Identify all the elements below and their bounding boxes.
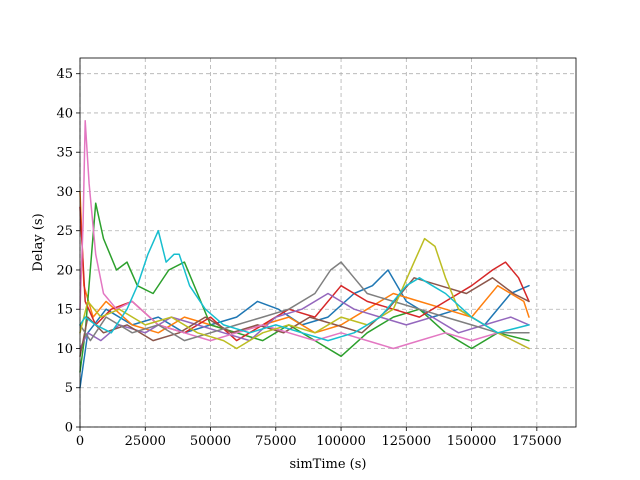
series-line-8 bbox=[79, 261, 530, 342]
y-tick-label: 30 bbox=[56, 185, 73, 200]
y-tick-label: 45 bbox=[56, 67, 73, 82]
series-line-3 bbox=[79, 202, 530, 373]
series-line-7 bbox=[79, 120, 530, 350]
series-line-4 bbox=[79, 206, 530, 342]
y-tick-label: 5 bbox=[65, 381, 73, 396]
x-tick-label: 50000 bbox=[190, 434, 231, 449]
x-tick-label: 125000 bbox=[381, 434, 431, 449]
axes-frame bbox=[79, 57, 577, 428]
x-tick-label: 100000 bbox=[316, 434, 366, 449]
axis-ticks: 0 25000 50000 75000 100000 125000 150000 175000… bbox=[56, 67, 561, 449]
grid bbox=[79, 58, 576, 428]
series-line-2 bbox=[79, 190, 530, 334]
y-tick-label: 0 bbox=[65, 421, 73, 436]
series-line-10 bbox=[79, 229, 530, 342]
x-tick-label: 0 bbox=[76, 434, 84, 449]
y-axis-label: Delay (s) bbox=[31, 213, 46, 271]
y-tick-label: 35 bbox=[56, 146, 73, 161]
x-tick-label: 25000 bbox=[125, 434, 166, 449]
x-tick-label: 175000 bbox=[512, 434, 562, 449]
x-tick-label: 150000 bbox=[447, 434, 497, 449]
y-tick-label: 40 bbox=[56, 106, 73, 121]
x-axis-label: simTime (s) bbox=[290, 457, 367, 472]
y-tick-label: 20 bbox=[56, 263, 73, 278]
series-line-6 bbox=[79, 277, 530, 358]
y-tick-label: 15 bbox=[56, 303, 73, 318]
y-tick-label: 25 bbox=[56, 224, 73, 239]
series-line-9 bbox=[79, 237, 530, 350]
y-tick-label: 10 bbox=[56, 342, 73, 357]
x-tick-label: 75000 bbox=[255, 434, 296, 449]
plot-area bbox=[79, 120, 530, 389]
